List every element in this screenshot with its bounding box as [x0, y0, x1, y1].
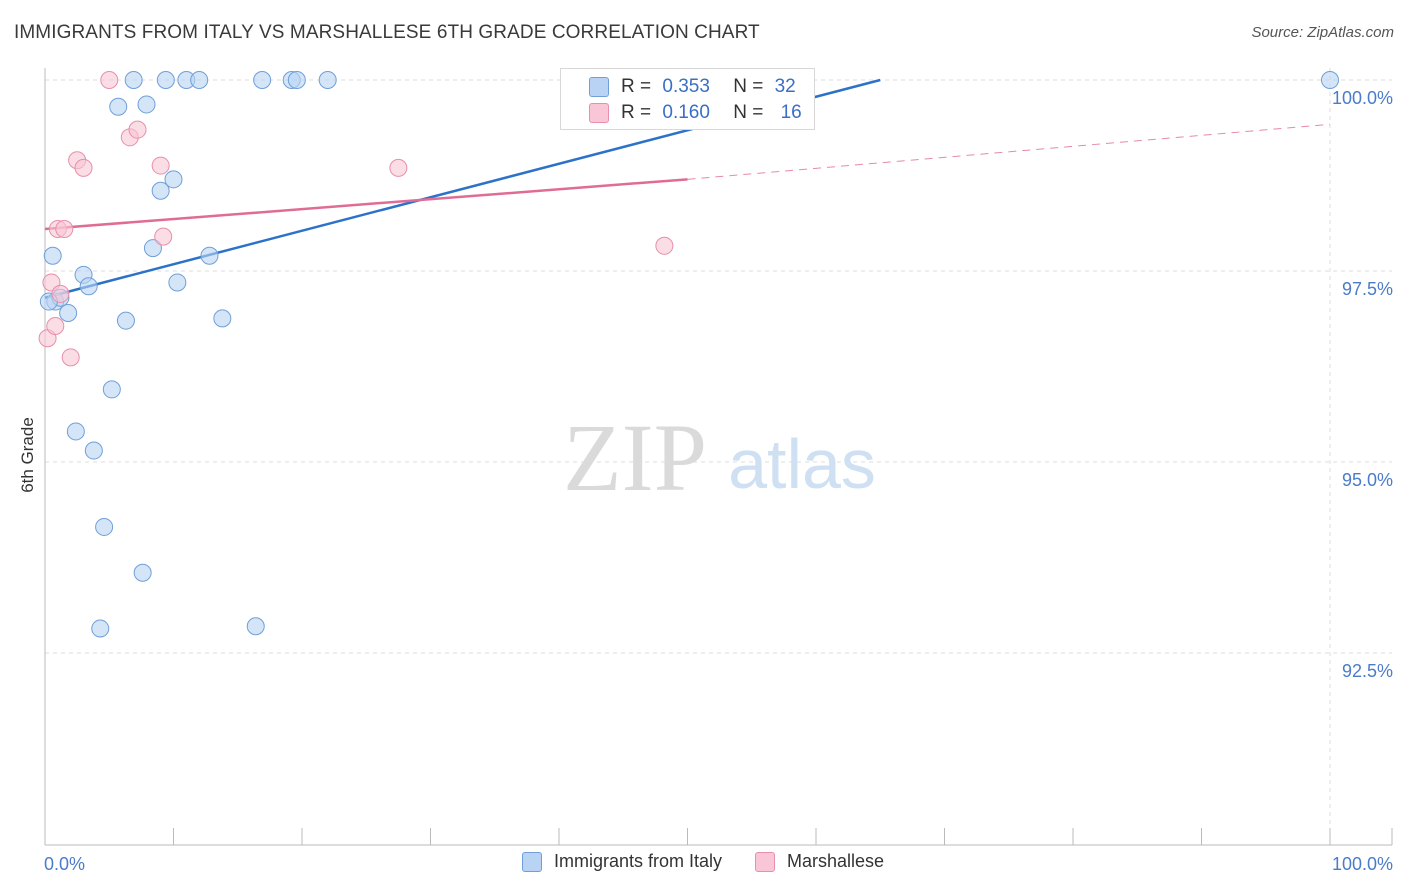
watermark-atlas: atlas	[728, 425, 876, 503]
marshallese-point	[51, 284, 70, 303]
italy-point	[246, 617, 265, 636]
chart-legend: Immigrants from Italy Marshallese	[0, 851, 1406, 877]
italy-point	[200, 246, 219, 265]
marsh-n-value: 16	[780, 102, 802, 123]
axes	[44, 68, 1393, 846]
italy-point	[1321, 71, 1339, 89]
y-tick-label: 92.5%	[1342, 661, 1393, 681]
marsh-stat-swatch	[589, 103, 609, 123]
italy-point	[124, 71, 143, 89]
marshallese-trend-line-extension	[687, 123, 1331, 180]
italy-point	[109, 97, 128, 116]
italy-point	[213, 309, 232, 328]
chart-title: IMMIGRANTS FROM ITALY VS MARSHALLESE 6TH…	[14, 22, 760, 43]
italy-point	[59, 304, 78, 323]
marsh-r-value: 0.160	[662, 102, 710, 123]
italy-r-value: 0.353	[662, 76, 710, 97]
marshallese-point	[154, 227, 173, 246]
italy-point	[102, 380, 121, 399]
watermark: ZIP atlas	[563, 404, 876, 511]
marsh-r-label: R =	[621, 102, 652, 123]
italy-point	[84, 441, 103, 460]
stats-legend: R = 0.353 N = 32 R = 0.160 N = 16	[560, 68, 815, 130]
legend-item-marshallese[interactable]: Marshallese	[755, 851, 884, 872]
y-tick-label: 97.5%	[1342, 279, 1393, 299]
italy-n-label: N =	[733, 76, 764, 97]
italy-point	[168, 273, 187, 292]
watermark-zip: ZIP	[563, 404, 707, 511]
italy-point	[116, 311, 135, 330]
legend-label-italy: Immigrants from Italy	[553, 851, 722, 871]
italy-point	[66, 422, 85, 441]
italy-point	[156, 71, 175, 89]
marshallese-point	[46, 317, 65, 336]
legend-swatch-italy	[521, 851, 542, 872]
italy-point	[164, 170, 183, 189]
italy-point	[143, 239, 162, 258]
italy-point	[318, 71, 337, 89]
marshallese-point	[55, 219, 74, 238]
italy-point	[190, 71, 209, 89]
marshallese-point	[151, 156, 170, 175]
italy-point	[133, 563, 152, 582]
italy-r-label: R =	[621, 76, 652, 97]
italy-point	[43, 246, 62, 265]
marshallese-point	[128, 120, 147, 139]
marsh-n-label: N =	[733, 102, 764, 123]
italy-point	[79, 277, 98, 296]
tick-labels: 100.0% 97.5% 95.0% 92.5% 0.0% 100.0%	[44, 88, 1393, 874]
source-label: Source: ZipAtlas.com	[1251, 24, 1394, 41]
gridlines	[45, 68, 1392, 845]
marsh-stat-row: R = 0.160 N = 16	[621, 102, 802, 124]
italy-point	[95, 517, 114, 536]
italy-point	[91, 619, 110, 638]
legend-swatch-marshallese	[755, 851, 775, 872]
marshallese-point	[61, 348, 80, 367]
legend-item-italy[interactable]: Immigrants from Italy	[521, 851, 722, 872]
italy-point	[287, 71, 306, 89]
italy-n-value: 32	[774, 76, 796, 97]
y-tick-label: 95.0%	[1342, 470, 1393, 490]
x-tick-label-max: 100.0%	[1332, 854, 1393, 874]
y-tick-label: 100.0%	[1332, 88, 1393, 108]
marshallese-trend-line	[44, 178, 688, 231]
italy-stat-swatch	[589, 77, 609, 97]
marshallese-point	[74, 158, 93, 177]
marshallese-point	[389, 158, 408, 177]
italy-point	[137, 95, 156, 114]
legend-label-marshallese: Marshallese	[787, 851, 885, 871]
italy-point	[151, 181, 170, 200]
data-points	[38, 71, 1339, 638]
marshallese-point	[655, 236, 674, 255]
x-tick-label-min: 0.0%	[44, 854, 85, 874]
italy-stat-row: R = 0.353 N = 32	[621, 76, 796, 98]
italy-point	[253, 71, 272, 89]
marshallese-point	[100, 71, 119, 89]
